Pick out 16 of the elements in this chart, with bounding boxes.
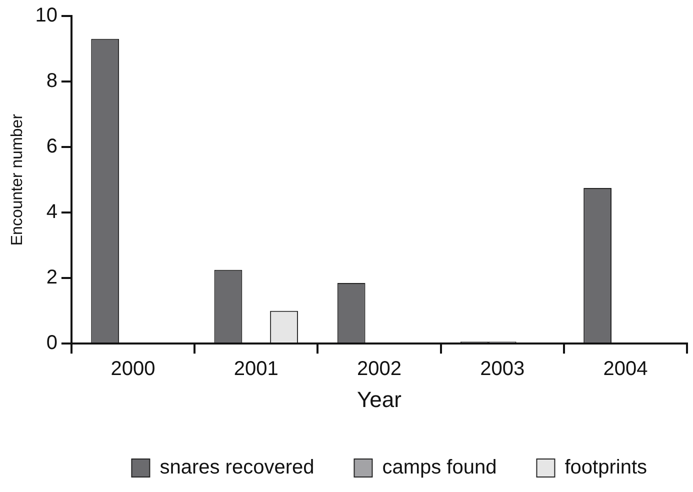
legend-label: snares recovered xyxy=(160,456,314,479)
y-tick-label: 8 xyxy=(46,70,58,92)
x-tick-label: 2003 xyxy=(480,358,525,380)
x-tick-label: 2001 xyxy=(234,358,278,380)
x-tick-label: 2000 xyxy=(110,358,156,380)
y-tick-label: 10 xyxy=(35,4,58,27)
legend-label: camps found xyxy=(382,456,497,479)
x-tick-label: 2004 xyxy=(603,358,648,380)
y-axis-title: Encounter number xyxy=(9,113,26,246)
y-tick-label: 2 xyxy=(46,266,58,289)
x-tick-label: 2002 xyxy=(356,358,402,380)
y-tick-label: 4 xyxy=(46,201,58,224)
y-tick-label: 0 xyxy=(46,332,58,354)
y-tick-label: 6 xyxy=(46,136,58,158)
legend-label: footprints xyxy=(564,456,647,479)
x-axis-title: Year xyxy=(356,386,402,412)
